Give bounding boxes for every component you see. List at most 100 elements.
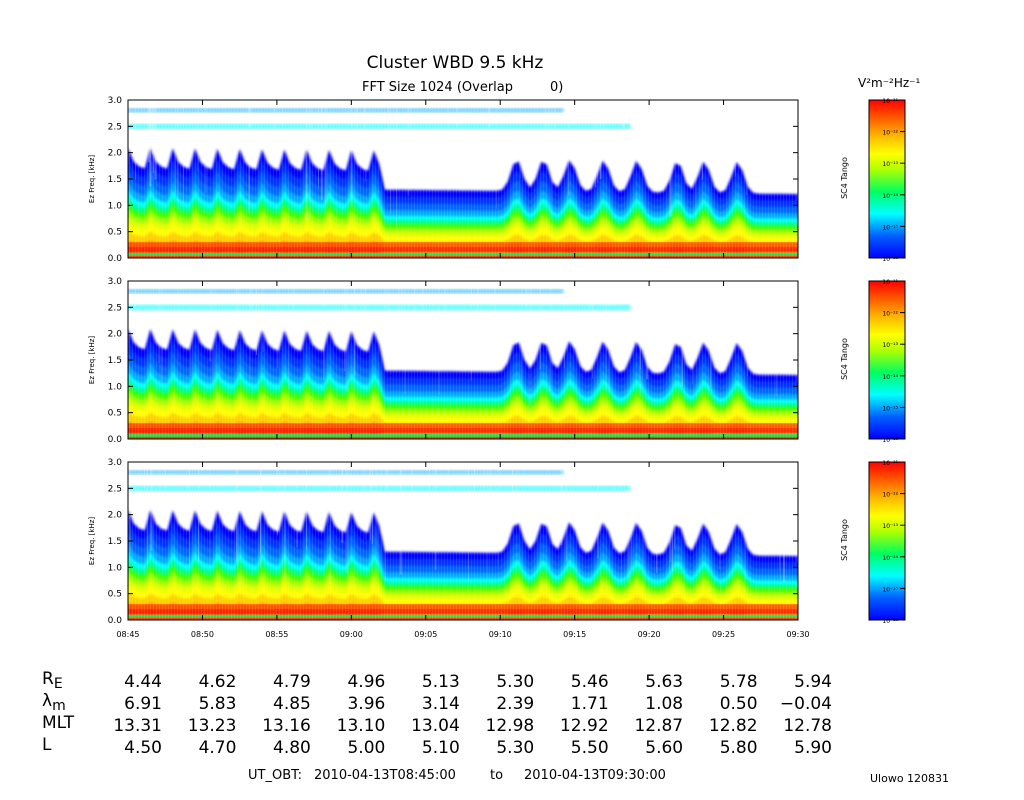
y-tick-label: 1.5 — [108, 537, 122, 547]
spectrogram-panel-1: 0.0 0.5 1.0 1.5 2.0 2.5 3.0 Ez Freq. [kHz] SC4 T… — [88, 96, 906, 264]
ephemeris-value: 12.78 — [783, 716, 832, 736]
y-tick-label: 0.0 — [108, 254, 123, 264]
colorbar-tick-label: 10⁻¹⁴ — [882, 193, 898, 200]
ut-obt-label: UT_OBT: — [248, 768, 302, 783]
ephemeris-value: 5.78 — [719, 672, 758, 692]
ephemeris-value: 1.71 — [570, 694, 609, 714]
ephemeris-row-label: λm — [42, 691, 66, 714]
ephemeris-value: 13.04 — [411, 716, 460, 736]
ephemeris-value: 5.10 — [421, 738, 460, 758]
credit-label: Ulowo 120831 — [870, 772, 950, 785]
y-tick-label: 2.5 — [108, 122, 122, 132]
ephemeris-value: 4.44 — [124, 672, 162, 692]
ut-end-time: 2010-04-13T09:30:00 — [524, 768, 666, 783]
y-tick-label: 3.0 — [108, 96, 123, 106]
x-tick-label: 08:45 — [116, 630, 139, 639]
ut-to-label: to — [490, 768, 504, 783]
ephemeris-value: 5.46 — [570, 672, 609, 692]
colorbar-side-label: SC4 Tango — [840, 519, 849, 561]
y-axis-label: Ez Freq. [kHz] — [88, 517, 96, 565]
chart-title: Cluster WBD 9.5 kHz — [367, 53, 544, 73]
colorbar-tick-label: 10⁻¹³ — [882, 342, 898, 349]
ephemeris-value: 1.08 — [645, 694, 684, 714]
ephemeris-row-label: MLT — [42, 713, 75, 733]
y-tick-label: 1.0 — [108, 563, 123, 573]
ephemeris-value: 13.23 — [187, 716, 237, 736]
spectrogram-image — [128, 281, 798, 439]
ephemeris-value: 4.62 — [198, 672, 237, 692]
colorbar — [868, 99, 906, 259]
ephemeris-value: 12.87 — [634, 716, 684, 736]
y-tick-label: 2.0 — [108, 330, 123, 340]
x-tick-label: 08:50 — [191, 630, 214, 639]
y-tick-label: 1.0 — [108, 201, 123, 211]
colorbar-tick-label: 10⁻¹³ — [882, 523, 898, 530]
ephemeris-value: 4.50 — [124, 738, 162, 758]
y-tick-label: 1.0 — [108, 382, 123, 392]
ephemeris-value: 4.79 — [273, 672, 311, 692]
spectrogram-image — [128, 100, 798, 258]
ephemeris-value: 5.60 — [645, 738, 684, 758]
y-tick-label: 2.0 — [108, 149, 123, 159]
ephemeris-value: 5.13 — [421, 672, 460, 692]
ephemeris-value: 5.83 — [198, 694, 237, 714]
x-tick-label: 09:10 — [489, 630, 512, 639]
colorbar-tick-label: 10⁻¹² — [882, 492, 898, 499]
colorbar-tick-label: 10⁻¹¹ — [882, 98, 898, 105]
colorbar-tick-label: 10⁻¹¹ — [882, 460, 898, 467]
colorbar-side-label: SC4 Tango — [840, 338, 849, 380]
y-tick-label: 0.0 — [108, 616, 123, 626]
colorbar-tick-label: 10⁻¹¹ — [882, 279, 898, 286]
colorbar — [868, 280, 906, 440]
ephemeris-value: 2.39 — [496, 694, 535, 714]
y-axis-label: Ez Freq. [kHz] — [88, 155, 96, 203]
ephemeris-value: 12.98 — [485, 716, 535, 736]
x-tick-label: 09:15 — [563, 630, 586, 639]
y-tick-label: 0.5 — [108, 590, 122, 600]
x-tick-label: 08:55 — [265, 630, 288, 639]
ephemeris-value: 5.94 — [794, 672, 832, 692]
spectrogram-image — [128, 462, 798, 620]
y-tick-label: 0.5 — [108, 409, 122, 419]
ephemeris-value: 6.91 — [124, 694, 162, 714]
ephemeris-value: 5.00 — [347, 738, 386, 758]
colorbar-tick-label: 10⁻¹⁶ — [882, 437, 898, 444]
ephemeris-value: 13.31 — [113, 716, 162, 736]
colorbar-unit: V²m⁻²Hz⁻¹ — [858, 76, 921, 90]
y-tick-label: 2.0 — [108, 511, 123, 521]
y-tick-label: 0.0 — [108, 435, 123, 445]
ephemeris-value: 4.70 — [198, 738, 237, 758]
ephemeris-value: 5.50 — [570, 738, 609, 758]
ephemeris-value: −0.04 — [779, 694, 832, 714]
x-tick-label: 09:20 — [638, 630, 661, 639]
colorbar-tick-label: 10⁻¹⁶ — [882, 256, 898, 263]
colorbar-tick-label: 10⁻¹⁴ — [882, 555, 898, 562]
colorbar-tick-label: 10⁻¹⁵ — [882, 224, 898, 231]
ephemeris-value: 0.50 — [719, 694, 758, 714]
x-tick-label: 09:25 — [712, 630, 735, 639]
ephemeris-value: 5.80 — [719, 738, 758, 758]
y-tick-label: 1.5 — [108, 175, 122, 185]
y-tick-label: 2.5 — [108, 303, 122, 313]
y-tick-label: 0.5 — [108, 228, 122, 238]
x-tick-label: 09:00 — [340, 630, 363, 639]
colorbar-tick-label: 10⁻¹² — [882, 130, 898, 137]
y-axis-label: Ez Freq. [kHz] — [88, 336, 96, 384]
ephemeris-value: 5.63 — [645, 672, 684, 692]
ephemeris-value: 5.30 — [496, 672, 535, 692]
colorbar-side-label: SC4 Tango — [840, 157, 849, 199]
ephemeris-row-label: L — [42, 735, 52, 755]
ephemeris-row-label: RE — [42, 669, 63, 692]
colorbar-tick-label: 10⁻¹² — [882, 311, 898, 318]
ut-start-time: 2010-04-13T08:45:00 — [314, 768, 456, 783]
y-tick-label: 2.5 — [108, 484, 122, 494]
spectrogram-panel-3: 0.0 0.5 1.0 1.5 2.0 2.5 3.0 Ez Freq. [kHz] SC4 T… — [88, 458, 906, 626]
y-tick-label: 3.0 — [108, 458, 123, 468]
ephemeris-value: 12.92 — [559, 716, 609, 736]
ephemeris-value: 5.30 — [496, 738, 535, 758]
colorbar-tick-label: 10⁻¹⁶ — [882, 618, 898, 625]
spectrogram-panel-2: 0.0 0.5 1.0 1.5 2.0 2.5 3.0 Ez Freq. [kHz] SC4 T… — [88, 277, 906, 445]
colorbar-tick-label: 10⁻¹⁵ — [882, 586, 898, 593]
ephemeris-value: 3.96 — [347, 694, 386, 714]
ephemeris-value: 4.96 — [347, 672, 386, 692]
